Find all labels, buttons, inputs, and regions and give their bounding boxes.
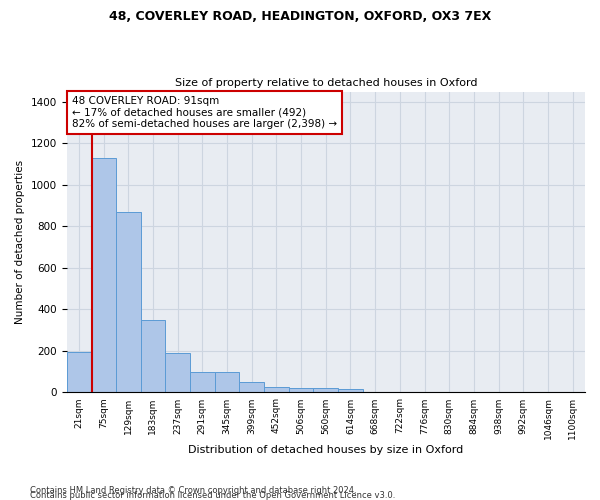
Bar [190, 372, 215, 392]
Bar [140, 320, 165, 392]
Text: 48 COVERLEY ROAD: 91sqm
← 17% of detached houses are smaller (492)
82% of semi-d: 48 COVERLEY ROAD: 91sqm ← 17% of detache… [72, 96, 337, 130]
Bar [67, 352, 91, 393]
Bar [215, 372, 239, 392]
Y-axis label: Number of detached properties: Number of detached properties [15, 160, 25, 324]
Title: Size of property relative to detached houses in Oxford: Size of property relative to detached ho… [175, 78, 477, 88]
Bar [338, 390, 363, 392]
X-axis label: Distribution of detached houses by size in Oxford: Distribution of detached houses by size … [188, 445, 463, 455]
Bar [239, 382, 264, 392]
Bar [289, 388, 313, 392]
Bar [116, 212, 140, 392]
Text: Contains HM Land Registry data © Crown copyright and database right 2024.: Contains HM Land Registry data © Crown c… [30, 486, 356, 495]
Bar [91, 158, 116, 392]
Bar [165, 353, 190, 393]
Bar [264, 388, 289, 392]
Bar [313, 388, 338, 392]
Text: 48, COVERLEY ROAD, HEADINGTON, OXFORD, OX3 7EX: 48, COVERLEY ROAD, HEADINGTON, OXFORD, O… [109, 10, 491, 23]
Text: Contains public sector information licensed under the Open Government Licence v3: Contains public sector information licen… [30, 491, 395, 500]
